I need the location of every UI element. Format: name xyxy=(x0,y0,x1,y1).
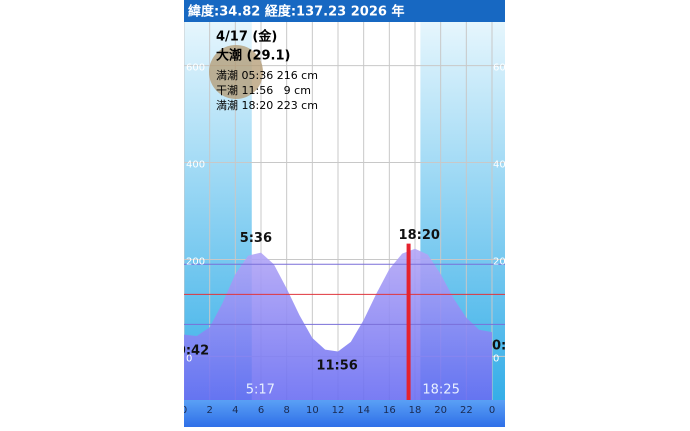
x-tick-label: 4 xyxy=(232,405,238,416)
x-tick-label: 10 xyxy=(306,405,319,416)
tide-line: 干潮 11:56 9 cm xyxy=(216,83,311,97)
event-label: 5:36 xyxy=(240,231,272,246)
y-tick-label: 0 xyxy=(493,353,499,364)
header-title: 緯度:34.82 経度:137.23 2026 年 xyxy=(188,4,404,20)
x-tick-label: 0 xyxy=(489,405,495,416)
date: 4/17 (金) xyxy=(216,29,277,45)
event-label: 18:20 xyxy=(399,228,440,243)
tide-type: 大潮 (29.1) xyxy=(216,48,290,64)
tide-line: 満潮 05:36 216 cm xyxy=(216,68,318,82)
event-label: 11:56 xyxy=(316,359,357,374)
x-tick-label: 6 xyxy=(258,405,264,416)
y-tick-label: 600 xyxy=(186,63,205,74)
x-tick-label: 14 xyxy=(357,405,370,416)
x-tick-label: 20 xyxy=(434,405,447,416)
tide-area xyxy=(184,248,492,400)
x-tick-label: 18 xyxy=(409,405,422,416)
header-bar xyxy=(184,0,505,22)
y-tick-label: 200 xyxy=(493,256,512,267)
tide-line: 満潮 18:20 223 cm xyxy=(216,98,318,112)
x-tick-label: 12 xyxy=(332,405,345,416)
y-tick-label: 400 xyxy=(493,160,512,171)
x-tick-label: 0 xyxy=(181,405,187,416)
sun-label: 5:17 xyxy=(246,383,275,398)
event-label: 0: xyxy=(492,339,506,354)
x-tick-label: 2 xyxy=(206,405,212,416)
x-tick-label: 8 xyxy=(283,405,289,416)
sun-label: 18:25 xyxy=(422,383,459,398)
x-axis-bar xyxy=(184,400,505,427)
y-tick-label: 200 xyxy=(186,256,205,267)
y-tick-label: 0 xyxy=(186,353,192,364)
x-tick-label: 22 xyxy=(460,405,473,416)
y-tick-label: 400 xyxy=(186,160,205,171)
event-label: 0:42 xyxy=(177,344,209,359)
moon-icon xyxy=(209,45,263,99)
y-tick-label: 600 xyxy=(493,63,512,74)
x-tick-label: 16 xyxy=(383,405,396,416)
